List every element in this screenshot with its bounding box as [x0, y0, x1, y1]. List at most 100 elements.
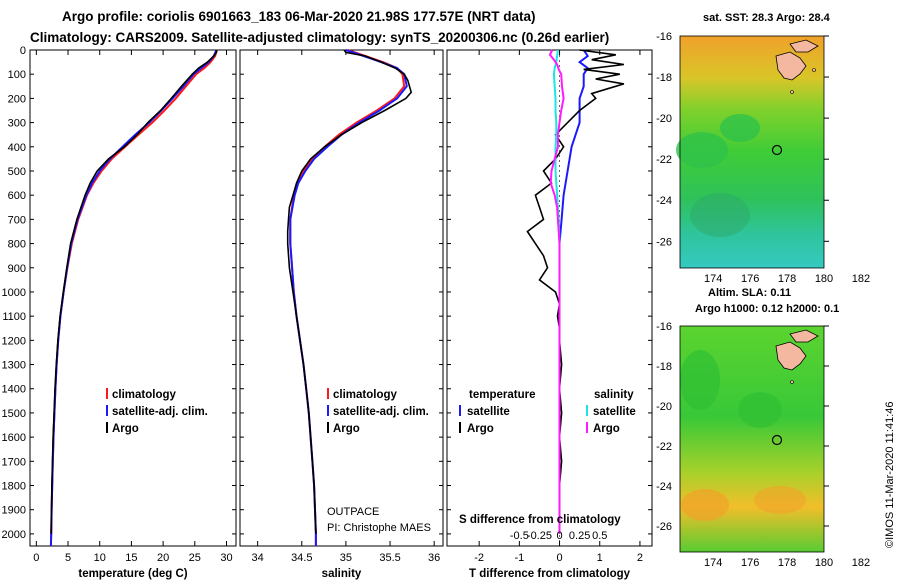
depth-tick-label: 2000 — [2, 529, 26, 541]
depth-tick-label: 0 — [20, 45, 26, 57]
legend-title-temperature: temperature — [469, 389, 535, 401]
difference-x-label: T difference from climatology — [469, 568, 631, 580]
island-small — [790, 380, 794, 384]
header-line-2: Climatology: CARS2009. Satellite-adjuste… — [30, 30, 609, 45]
legend-title-salinity: salinity — [594, 389, 634, 401]
s-difference-tick-label: -0.5 — [510, 530, 529, 542]
depth-axis: 0 100 200 300 400 500 600 700 800 900 1000 1100 1200… — [2, 45, 652, 541]
salinity-x-tick-label: 35 — [340, 552, 352, 564]
salinity-x-tick-label: 35.5 — [379, 552, 400, 564]
sst-map-lon-label: 176 — [741, 273, 759, 285]
sst-map-lat-label: -24 — [656, 195, 672, 207]
sst-map-lat-label: -16 — [656, 31, 672, 43]
island-small — [812, 68, 816, 72]
sst-eddy — [720, 114, 760, 142]
sla-map-lat-label: -22 — [656, 441, 672, 453]
sla-map-lon-label: 182 — [852, 557, 870, 569]
header-line-1: Argo profile: coriolis 6901663_183 06-Ma… — [62, 9, 535, 24]
sla-eddy — [738, 392, 782, 428]
difference-x-axis: -2 -1 0 1 2 T difference from climatology — [469, 50, 643, 580]
sla-eddy — [754, 486, 806, 514]
project-note: OUTPACE — [327, 506, 379, 518]
sst-map-lat-label: -26 — [656, 236, 672, 248]
legend-label-satellite: satellite-adj. clim. — [112, 406, 208, 418]
sst-map-lon-label: 180 — [815, 273, 833, 285]
island-vanua-levu — [789, 329, 819, 343]
sla-map-lon-label: 174 — [704, 557, 722, 569]
sla-map — [679, 325, 825, 553]
map-axes: -16 -18 -20 -22 -24 -26 174 176 178 180 182 -16 -18 -… — [656, 31, 870, 569]
temperature-plot-frame — [29, 49, 237, 547]
legend-label-satellite: satellite-adj. clim. — [333, 406, 429, 418]
s-difference-tick-label: 0.25 — [569, 530, 590, 542]
salinity-plot-frame — [239, 49, 444, 547]
legend-label-climatology: climatology — [333, 389, 398, 401]
sst-map-lat-label: -18 — [656, 72, 672, 84]
legend-label-argo: Argo — [112, 423, 139, 435]
temperature-x-tick-label: 25 — [189, 552, 201, 564]
s-difference-argo-line — [548, 49, 565, 534]
temperature-satellite-line — [49, 49, 218, 547]
depth-tick-label: 1000 — [2, 287, 26, 299]
depth-tick-label: 1500 — [2, 408, 26, 420]
depth-tick-label: 200 — [8, 93, 26, 105]
sla-map-title-1: Altim. SLA: 0.11 — [708, 287, 791, 299]
sla-eddy — [680, 350, 720, 410]
temperature-argo-line — [50, 50, 218, 534]
legend-swatch-s-argo — [586, 422, 588, 433]
sst-map-frame — [679, 35, 825, 269]
sst-map-lat-label: -22 — [656, 154, 672, 166]
s-difference-tick-label: 0 — [556, 530, 562, 542]
salinity-x-label: salinity — [322, 568, 362, 580]
salinity-series — [286, 49, 413, 546]
sla-map-lon-label: 176 — [741, 557, 759, 569]
legend-swatch-s-satellite — [586, 405, 588, 416]
temperature-x-label: temperature (deg C) — [78, 568, 187, 580]
difference-x-tick-label: 0 — [556, 552, 562, 564]
legend-swatch-t-argo — [459, 422, 461, 433]
legend-label-t-argo: Argo — [467, 423, 494, 435]
difference-x-tick-label: -1 — [514, 552, 524, 564]
difference-series — [526, 49, 625, 534]
argo-float-marker — [771, 434, 783, 446]
temperature-x-tick-label: 30 — [220, 552, 232, 564]
depth-tick-label: 900 — [8, 263, 26, 275]
sst-map-lon-label: 178 — [778, 273, 796, 285]
depth-tick-label: 1200 — [2, 335, 26, 347]
s-difference-ticks: -0.5-0.25 0 0.25 0.5 — [510, 530, 608, 542]
legend-label-s-argo: Argo — [593, 423, 620, 435]
depth-tick-label: 1900 — [2, 505, 26, 517]
sst-map-lat-label: -20 — [656, 113, 672, 125]
temperature-x-tick-label: 0 — [33, 552, 39, 564]
depth-tick-label: 1800 — [2, 481, 26, 493]
sla-map-lat-label: -26 — [656, 521, 672, 533]
argo-float-marker — [771, 144, 783, 156]
salinity-x-tick-label: 36 — [428, 552, 440, 564]
sst-map-title: sat. SST: 28.3 Argo: 28.4 — [703, 12, 831, 24]
sla-eddy — [681, 489, 729, 521]
legend-swatch-satellite — [327, 405, 329, 416]
legend-swatch-climatology — [106, 388, 108, 399]
legend-label-s-satellite: satellite — [593, 406, 636, 418]
sla-map-lon-label: 180 — [815, 557, 833, 569]
sst-map-lon-label: 174 — [704, 273, 722, 285]
salinity-satellite-line — [289, 49, 408, 546]
depth-tick-label: 1600 — [2, 432, 26, 444]
difference-legend: temperature salinity satellite Argo sate… — [459, 389, 636, 435]
legend-swatch-argo — [106, 422, 108, 433]
temperature-x-tick-label: 10 — [94, 552, 106, 564]
sla-map-frame — [679, 325, 825, 553]
sla-map-lat-label: -24 — [656, 481, 672, 493]
difference-plot-frame — [446, 49, 653, 547]
temperature-x-tick-label: 20 — [157, 552, 169, 564]
salinity-x-tick-label: 34 — [252, 552, 264, 564]
island-viti-levu — [775, 341, 807, 371]
depth-tick-label: 700 — [8, 214, 26, 226]
salinity-climatology-line — [289, 49, 406, 546]
depth-tick-label: 1300 — [2, 360, 26, 372]
legend-swatch-argo — [327, 422, 329, 433]
depth-tick-label: 800 — [8, 239, 26, 251]
temperature-x-axis: 0 5 10 15 20 25 30 temperature (deg C) — [33, 50, 233, 580]
t-difference-satellite-line — [558, 49, 590, 534]
depth-tick-label: 300 — [8, 118, 26, 130]
